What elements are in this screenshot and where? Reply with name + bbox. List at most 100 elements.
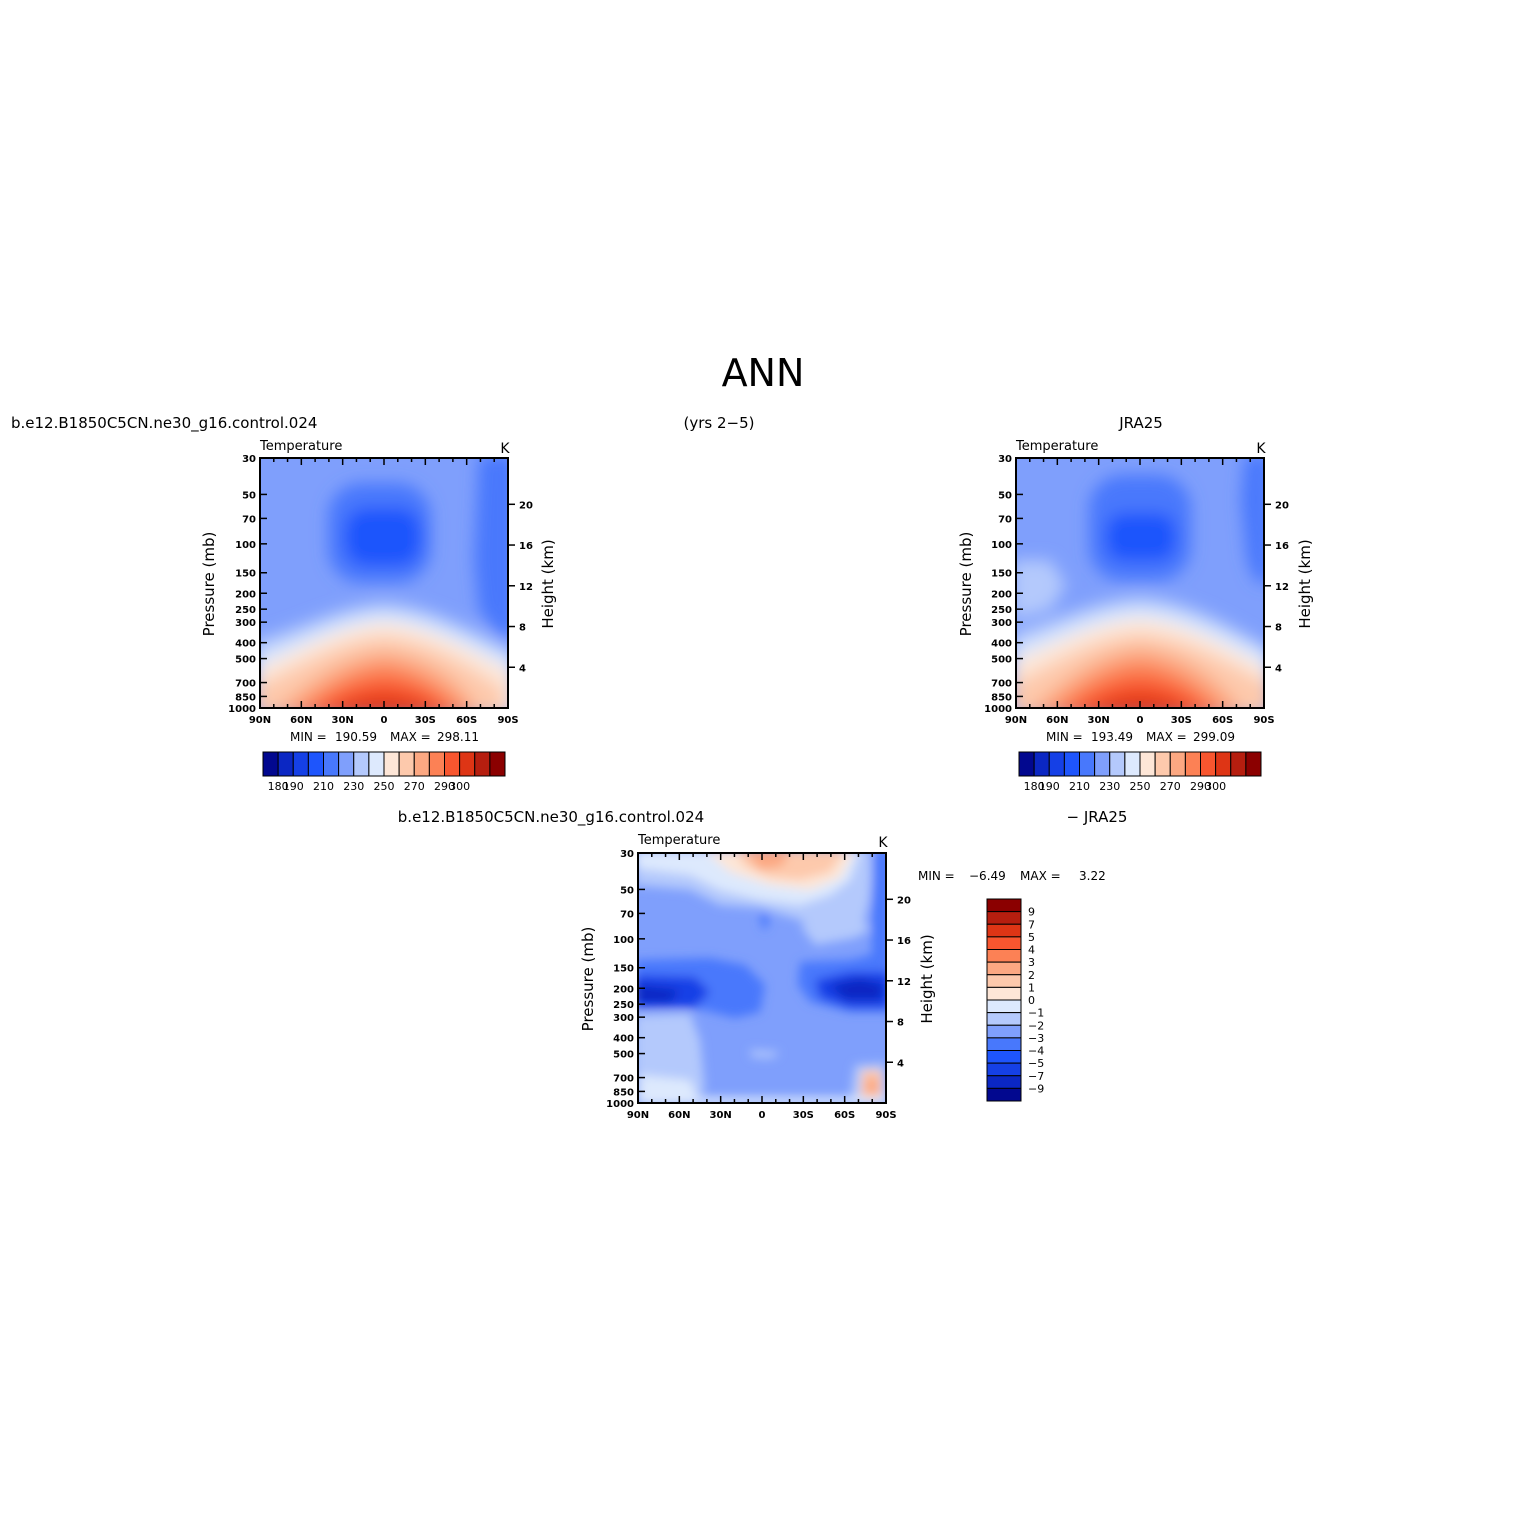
colorbar-label: 270 bbox=[404, 780, 425, 793]
difference-panel: Temperature K bbox=[579, 833, 1106, 1121]
y-tick-label: 400 bbox=[613, 1034, 634, 1045]
colorbar-swatch bbox=[323, 751, 340, 777]
colorbar-label: 190 bbox=[283, 780, 304, 793]
x-tick-label: 30N bbox=[710, 1110, 732, 1121]
colorbar-swatch bbox=[398, 751, 415, 777]
height-tick-label: 20 bbox=[1275, 500, 1289, 511]
colorbar-label: 3 bbox=[1028, 956, 1035, 969]
y-tick-label: 150 bbox=[991, 569, 1012, 580]
y-tick-label: 500 bbox=[613, 1050, 634, 1061]
x-tick-label: 60S bbox=[456, 715, 477, 726]
y-tick-label: 200 bbox=[613, 984, 634, 995]
colorbar-swatch bbox=[986, 911, 1022, 925]
colorbar-label: 300 bbox=[1205, 780, 1226, 793]
x-tick-label: 0 bbox=[381, 715, 388, 726]
obs-name-label: JRA25 bbox=[1118, 414, 1163, 432]
colorbar-swatch bbox=[986, 1087, 1022, 1102]
colorbar-swatch bbox=[1124, 751, 1141, 777]
x-tick-label: 60S bbox=[1212, 715, 1233, 726]
colorbar-swatch bbox=[474, 751, 491, 777]
colorbar-label: −1 bbox=[1028, 1007, 1044, 1020]
colorbar-label: 4 bbox=[1028, 944, 1035, 957]
colorbar-label: 180 bbox=[268, 780, 289, 793]
colorbar-label: 1 bbox=[1028, 981, 1035, 994]
max-label: MAX = bbox=[1146, 730, 1187, 744]
colorbar-swatch bbox=[1048, 751, 1065, 777]
colorbar-swatch bbox=[413, 751, 430, 777]
y-tick-label: 1000 bbox=[606, 1099, 634, 1110]
y-tick-label: 70 bbox=[620, 909, 634, 920]
colorbar-swatch bbox=[986, 1050, 1022, 1064]
max-value: 3.22 bbox=[1079, 869, 1106, 883]
colorbar-swatch bbox=[428, 751, 445, 777]
y-tick-label: 700 bbox=[235, 679, 256, 690]
y-tick-label: 100 bbox=[613, 935, 634, 946]
years-label: (yrs 2−5) bbox=[684, 414, 755, 432]
colorbar-swatch bbox=[986, 1062, 1022, 1077]
min-max-annotation: MIN = 190.59 MAX = 298.11 bbox=[290, 730, 479, 744]
colorbar-swatch bbox=[262, 751, 279, 777]
colorbar-swatch bbox=[1109, 751, 1126, 777]
max-value: 298.11 bbox=[437, 730, 479, 744]
colorbar-swatch bbox=[444, 751, 461, 777]
colorbar-swatch bbox=[1018, 751, 1035, 777]
y-tick-label: 700 bbox=[613, 1074, 634, 1085]
min-label: MIN = bbox=[1046, 730, 1083, 744]
y-tick-label: 100 bbox=[991, 540, 1012, 551]
colorbar-label: 2 bbox=[1028, 969, 1035, 982]
colorbar-swatch bbox=[1245, 751, 1262, 777]
colorbar-swatch bbox=[1033, 751, 1050, 777]
diff-case-name-label: b.e12.B1850C5CN.ne30_g16.control.024 bbox=[398, 808, 704, 827]
y-tick-label: 30 bbox=[242, 454, 256, 465]
contour-field bbox=[1016, 458, 1264, 708]
colorbar-swatch bbox=[338, 751, 355, 777]
y-tick-label: 1000 bbox=[228, 704, 256, 715]
x-tick-label: 90S bbox=[1253, 715, 1274, 726]
y-tick-label: 700 bbox=[991, 679, 1012, 690]
y-tick-label: 300 bbox=[235, 618, 256, 629]
y-tick-label: 250 bbox=[235, 605, 256, 616]
x-tick-label: 30S bbox=[793, 1110, 814, 1121]
colorbar-label: −7 bbox=[1028, 1070, 1044, 1083]
x-tick-label: 0 bbox=[1137, 715, 1144, 726]
colorbar-swatch bbox=[986, 986, 1022, 1001]
x-tick-label: 90S bbox=[875, 1110, 896, 1121]
height-tick-label: 8 bbox=[519, 623, 526, 634]
contour-field bbox=[638, 853, 886, 1103]
y-tick-label: 30 bbox=[998, 454, 1012, 465]
x-tick-label: 60N bbox=[1046, 715, 1068, 726]
colorbar-label: −9 bbox=[1028, 1082, 1044, 1095]
x-tick-label: 30S bbox=[415, 715, 436, 726]
colorbar-swatch bbox=[1079, 751, 1096, 777]
colorbar-swatch bbox=[489, 751, 506, 777]
y-axis-label: Pressure (mb) bbox=[200, 532, 218, 637]
colorbar-label: 5 bbox=[1028, 931, 1035, 944]
y-tick-label: 150 bbox=[235, 569, 256, 580]
height-tick-label: 8 bbox=[1275, 623, 1282, 634]
y-tick-label: 400 bbox=[991, 639, 1012, 650]
y-tick-label: 850 bbox=[613, 1087, 634, 1098]
colorbar-swatch bbox=[1230, 751, 1247, 777]
y-tick-label: 250 bbox=[613, 1000, 634, 1011]
colorbar-swatch bbox=[986, 974, 1022, 988]
height-tick-label: 12 bbox=[1275, 582, 1289, 593]
y-axis-right-label: Height (km) bbox=[918, 934, 936, 1023]
height-tick-label: 20 bbox=[519, 500, 533, 511]
colorbar-label: 250 bbox=[1130, 780, 1151, 793]
min-value: 193.49 bbox=[1091, 730, 1133, 744]
min-label: MIN = bbox=[290, 730, 327, 744]
height-tick-label: 4 bbox=[897, 1058, 904, 1069]
x-tick-label: 30N bbox=[1088, 715, 1110, 726]
colorbar-label: 0 bbox=[1028, 994, 1035, 1007]
y-tick-label: 400 bbox=[235, 639, 256, 650]
colorbar-swatch bbox=[353, 751, 370, 777]
x-tick-label: 60S bbox=[834, 1110, 855, 1121]
y-tick-label: 70 bbox=[998, 514, 1012, 525]
y-tick-label: 300 bbox=[613, 1013, 634, 1024]
colorbar-swatch bbox=[459, 751, 476, 777]
y-tick-label: 100 bbox=[235, 540, 256, 551]
colorbar-label: −3 bbox=[1028, 1032, 1044, 1045]
